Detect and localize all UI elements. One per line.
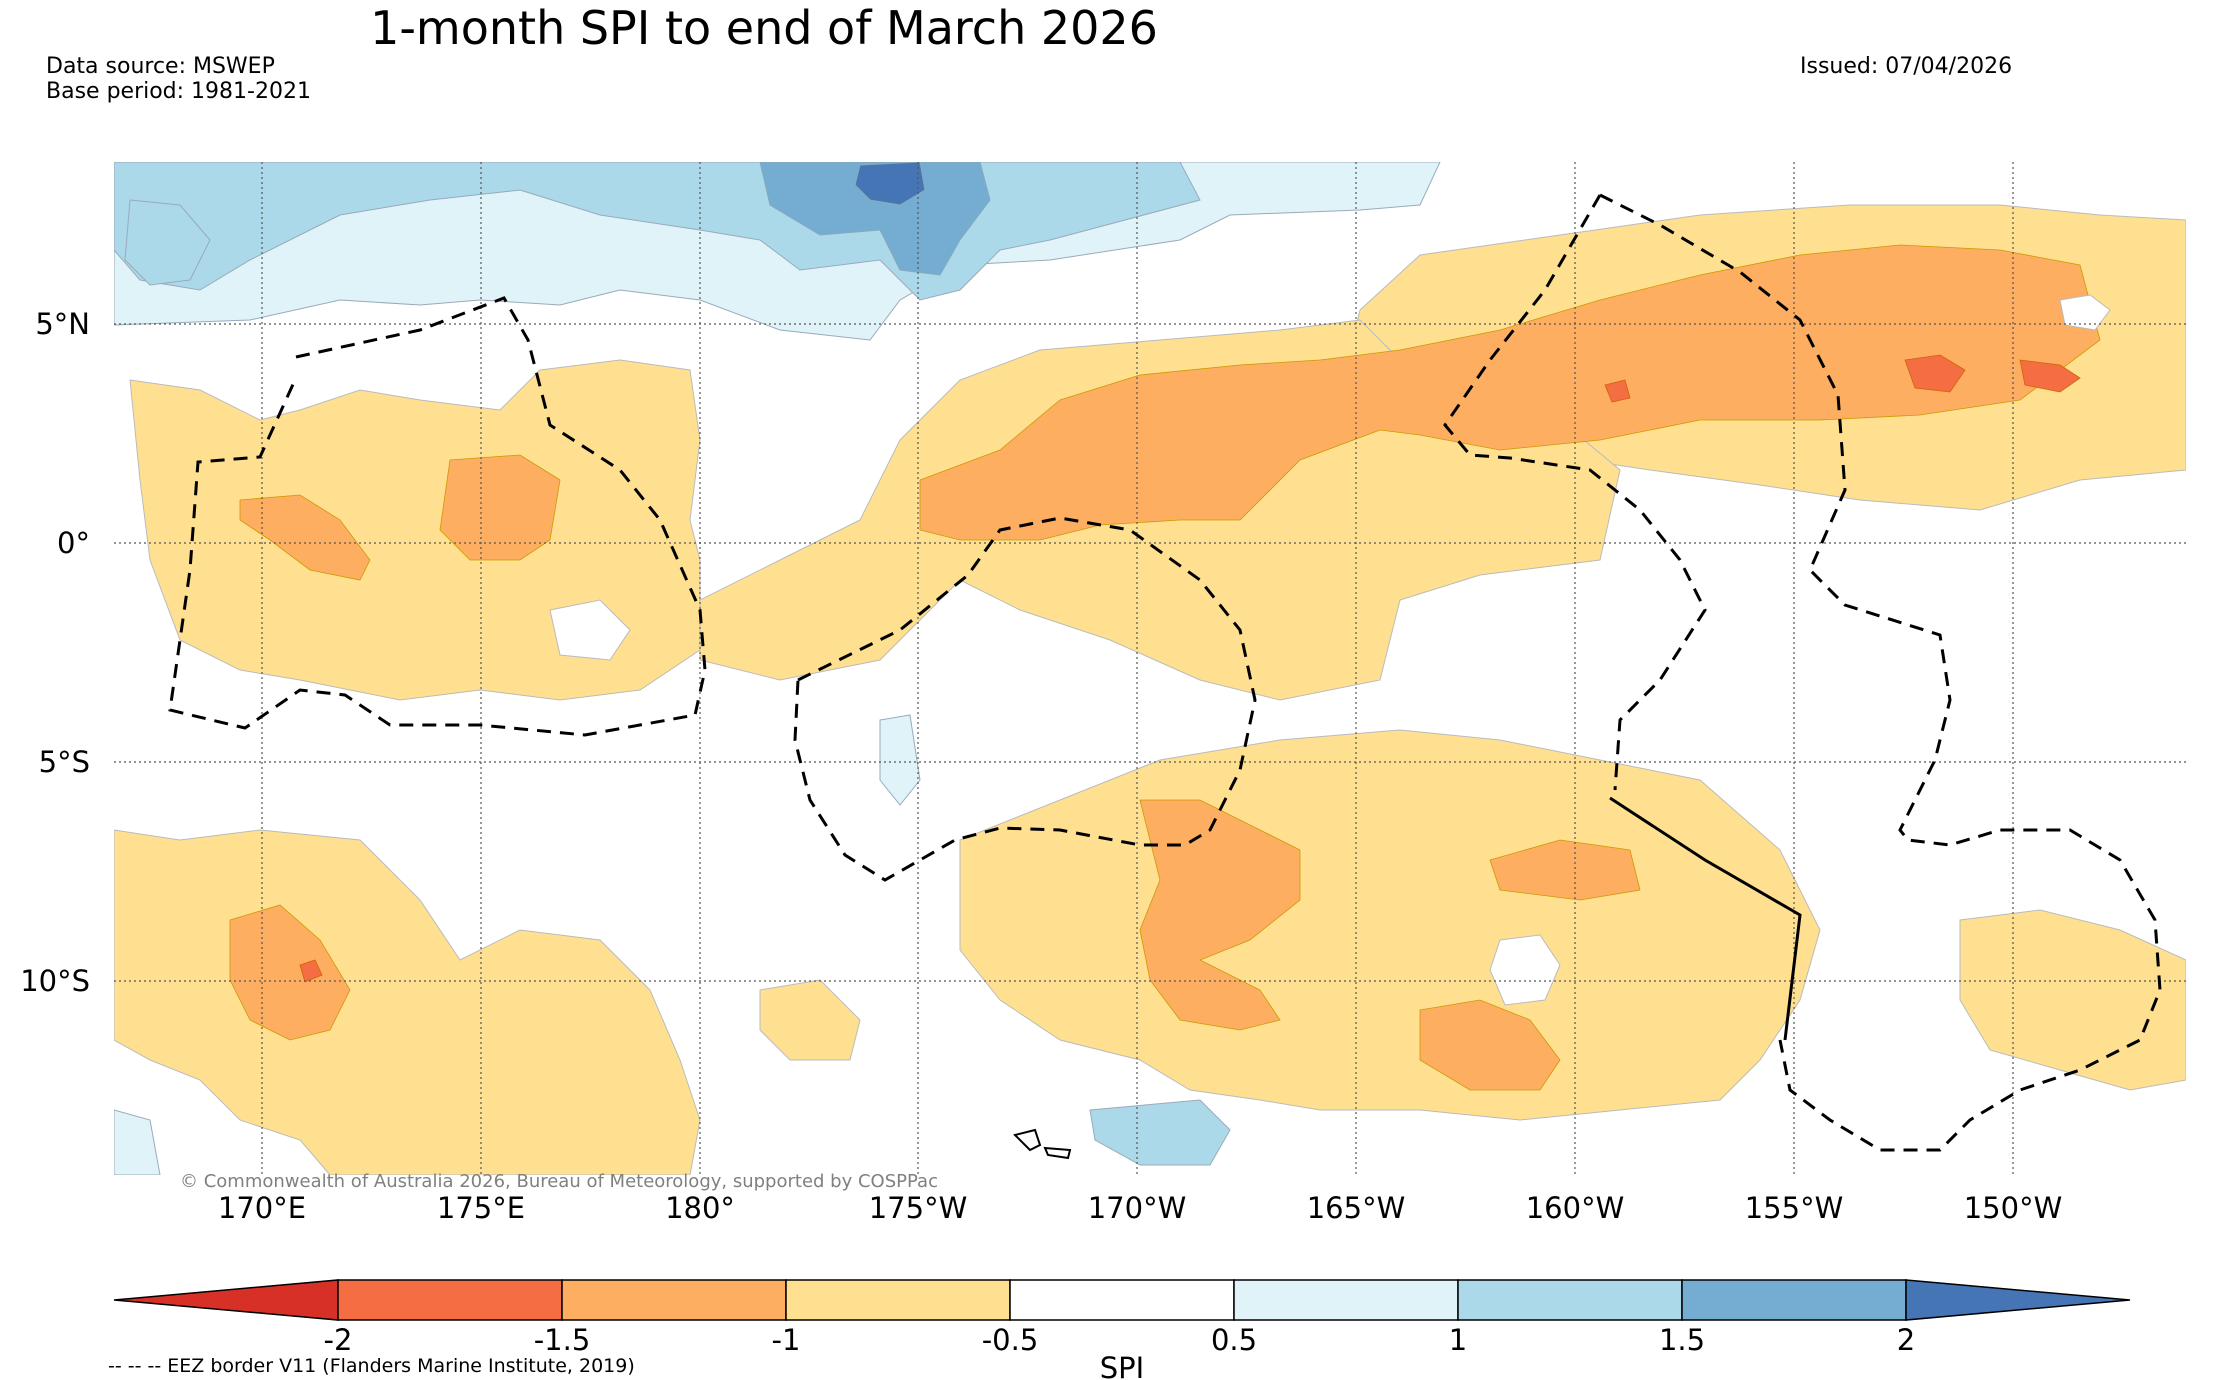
issued-date: Issued: 07/04/2026	[1800, 54, 2013, 79]
colorbar-segment	[1233, 1279, 1459, 1321]
lat-label-10s: 10°S	[20, 964, 90, 998]
eez-border-kiribati-gilbert	[168, 296, 707, 737]
spi-wet-patch-west	[124, 199, 211, 286]
eez-border-phoenix	[793, 516, 1257, 882]
colorbar-segment	[337, 1279, 563, 1321]
colorbar-tick-label: 2	[1897, 1323, 1915, 1357]
spi-moderately-dry-south	[1139, 799, 1301, 1031]
spi-wet-patch-southwest	[114, 1109, 161, 1175]
normal-area-hole-2	[2059, 294, 2111, 331]
colorbar-high-extension	[1905, 1279, 2131, 1321]
base-period-text: Base period: 1981-2021	[46, 79, 311, 104]
spi-moderately-dry-southwest	[229, 904, 351, 1041]
island-outline-2	[1043, 1146, 1072, 1160]
colorbar-low-extension	[113, 1279, 339, 1321]
island-outline-1	[1013, 1128, 1042, 1152]
colorbar: -2 -1.5 -1 -0.5 0.5 1 1.5 2 SPI	[113, 1279, 2131, 1380]
colorbar-segment	[1009, 1279, 1235, 1321]
spi-very-dry-patch-1	[1904, 354, 1966, 393]
spi-wet-region-extreme	[854, 162, 926, 206]
colorbar-segment	[561, 1279, 787, 1321]
lon-label-155w: 155°W	[1745, 1191, 1844, 1225]
spi-moderately-dry-band	[919, 244, 2101, 541]
lon-label-165w: 165°W	[1307, 1191, 1406, 1225]
graticule	[114, 162, 2186, 1175]
boundary-solid-line	[1609, 796, 1802, 1041]
colorbar-segment	[785, 1279, 1011, 1321]
spi-dry-patch-south-small	[759, 979, 861, 1061]
lat-label-0: 0°	[57, 526, 90, 560]
map-panel	[114, 162, 2186, 1175]
colorbar-tick-label: -1	[772, 1323, 801, 1357]
colorbar-tick-label: -1.5	[534, 1323, 591, 1357]
lon-label-175e: 175°E	[437, 1191, 525, 1225]
spi-moderately-dry-south-2	[1419, 999, 1561, 1091]
spi-very-dry-patch-2	[2019, 359, 2081, 393]
spi-very-dry-patch-4	[299, 959, 323, 983]
spi-wet-patch-south	[1089, 1099, 1231, 1166]
colorbar-axis-label: SPI	[1100, 1351, 1144, 1380]
lon-label-170e: 170°E	[218, 1191, 306, 1225]
eez-borders	[168, 193, 2162, 1152]
colorbar-segment	[1457, 1279, 1683, 1321]
lat-label-5s: 5°S	[39, 745, 90, 779]
colorbar-segment	[1681, 1279, 1907, 1321]
lon-label-175w: 175°W	[869, 1191, 968, 1225]
eez-legend-note: -- -- -- EEZ border V11 (Flanders Marine…	[108, 1355, 635, 1377]
lat-label-5n: 5°N	[35, 307, 90, 341]
normal-area-hole-3	[549, 599, 631, 661]
normal-area-hole-1	[1489, 934, 1561, 1006]
colorbar-tick-label: 0.5	[1211, 1323, 1257, 1357]
copyright-notice: © Commonwealth of Australia 2026, Bureau…	[180, 1171, 938, 1192]
spi-moderately-dry-west	[239, 494, 371, 581]
spi-very-dry-patch-3	[1604, 379, 1631, 403]
eez-border-line-islands	[1599, 193, 2162, 1152]
colorbar-tick-label: 1.5	[1659, 1323, 1705, 1357]
metadata-left: Data source: MSWEP Base period: 1981-202…	[46, 54, 311, 104]
lon-label-170w: 170°W	[1088, 1191, 1187, 1225]
colorbar-tick-label: 1	[1449, 1323, 1467, 1357]
spi-moderately-dry-west-2	[439, 454, 561, 561]
spi-wet-patch-equator	[879, 714, 921, 806]
spi-wet-region-strong	[759, 162, 991, 276]
colorbar-tick-label: -2	[324, 1323, 353, 1357]
lon-label-160w: 160°W	[1526, 1191, 1625, 1225]
colorbar-tick-label: -0.5	[982, 1323, 1039, 1357]
data-source-text: Data source: MSWEP	[46, 54, 275, 79]
map-title: 1-month SPI to end of March 2026	[370, 1, 1158, 55]
eez-border-line-north	[1443, 194, 1707, 791]
spi-moderately-dry-south-3	[1489, 839, 1641, 901]
lon-label-180: 180°	[665, 1191, 735, 1225]
lon-label-150w: 150°W	[1964, 1191, 2063, 1225]
